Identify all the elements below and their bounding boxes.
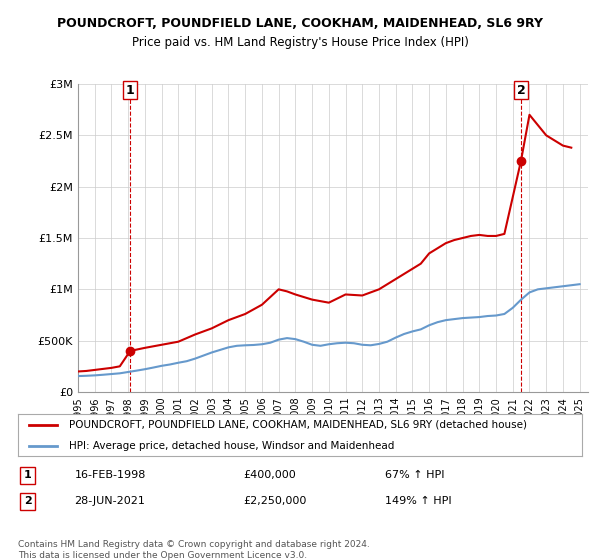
Text: POUNDCROFT, POUNDFIELD LANE, COOKHAM, MAIDENHEAD, SL6 9RY: POUNDCROFT, POUNDFIELD LANE, COOKHAM, MA…	[57, 17, 543, 30]
Text: Price paid vs. HM Land Registry's House Price Index (HPI): Price paid vs. HM Land Registry's House …	[131, 36, 469, 49]
Text: Contains HM Land Registry data © Crown copyright and database right 2024.
This d: Contains HM Land Registry data © Crown c…	[18, 540, 370, 560]
Text: £400,000: £400,000	[244, 470, 296, 480]
Text: 16-FEB-1998: 16-FEB-1998	[74, 470, 146, 480]
Text: 149% ↑ HPI: 149% ↑ HPI	[385, 496, 451, 506]
Text: 2: 2	[517, 84, 526, 97]
Text: 67% ↑ HPI: 67% ↑ HPI	[385, 470, 444, 480]
Text: 1: 1	[126, 84, 134, 97]
Text: POUNDCROFT, POUNDFIELD LANE, COOKHAM, MAIDENHEAD, SL6 9RY (detached house): POUNDCROFT, POUNDFIELD LANE, COOKHAM, MA…	[69, 420, 527, 430]
Text: 28-JUN-2021: 28-JUN-2021	[74, 496, 145, 506]
Text: HPI: Average price, detached house, Windsor and Maidenhead: HPI: Average price, detached house, Wind…	[69, 441, 394, 451]
Text: 1: 1	[23, 470, 31, 480]
Text: £2,250,000: £2,250,000	[244, 496, 307, 506]
Text: 2: 2	[23, 496, 31, 506]
